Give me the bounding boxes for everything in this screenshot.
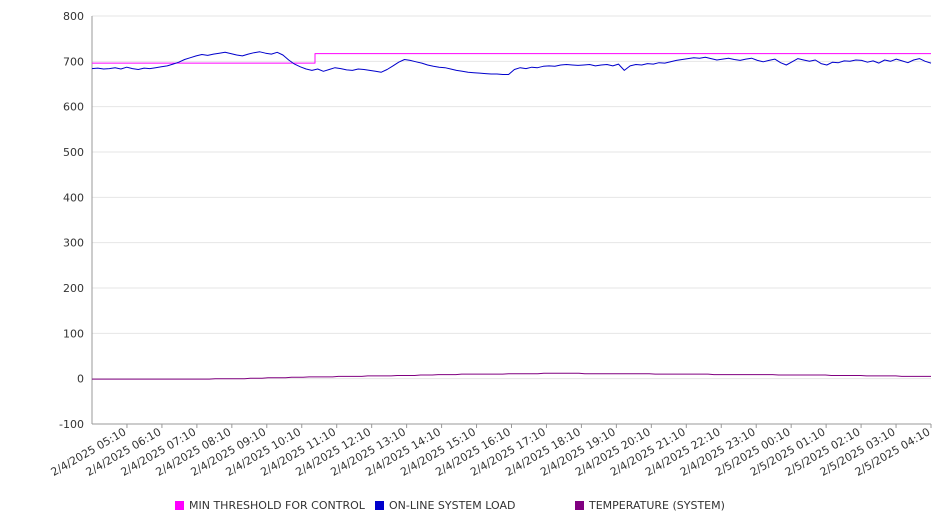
y-tick-label: 700 [63,55,84,68]
series-line-temperature [92,372,931,380]
y-tick-labels: -100 0 100 200 300 400 500 600 700 800 [59,10,84,431]
legend-item-min-threshold[interactable]: MIN THRESHOLD FOR CONTROL [175,499,365,512]
legend-item-system-load[interactable]: ON-LINE SYSTEM LOAD [375,499,515,512]
legend-label-temperature: TEMPERATURE (SYSTEM) [589,499,725,512]
series-line-system-load [91,51,932,75]
legend: MIN THRESHOLD FOR CONTROL ON-LINE SYSTEM… [0,496,946,516]
legend-swatch-system-load [375,501,384,510]
x-tick-labels: 2/4/2025 05:102/4/2025 06:102/4/2025 07:… [49,425,933,479]
legend-swatch-temperature [575,501,584,510]
y-tick-label: 800 [63,10,84,23]
legend-swatch-min-threshold [175,501,184,510]
legend-item-temperature[interactable]: TEMPERATURE (SYSTEM) [575,499,725,512]
y-tick-label: 100 [63,327,84,340]
series-lines [91,51,932,380]
y-tick-label: 300 [63,237,84,250]
y-tick-label: 400 [63,191,84,204]
axes [91,16,932,428]
legend-label-min-threshold: MIN THRESHOLD FOR CONTROL [189,499,365,512]
series-line-min-threshold [92,53,931,64]
y-tick-label: 600 [63,101,84,114]
y-tick-label: 500 [63,146,84,159]
y-tick-label: -100 [59,418,84,431]
y-tick-label: 200 [63,282,84,295]
y-tick-label: 0 [77,373,84,386]
grid [92,15,931,425]
legend-label-system-load: ON-LINE SYSTEM LOAD [389,499,516,512]
